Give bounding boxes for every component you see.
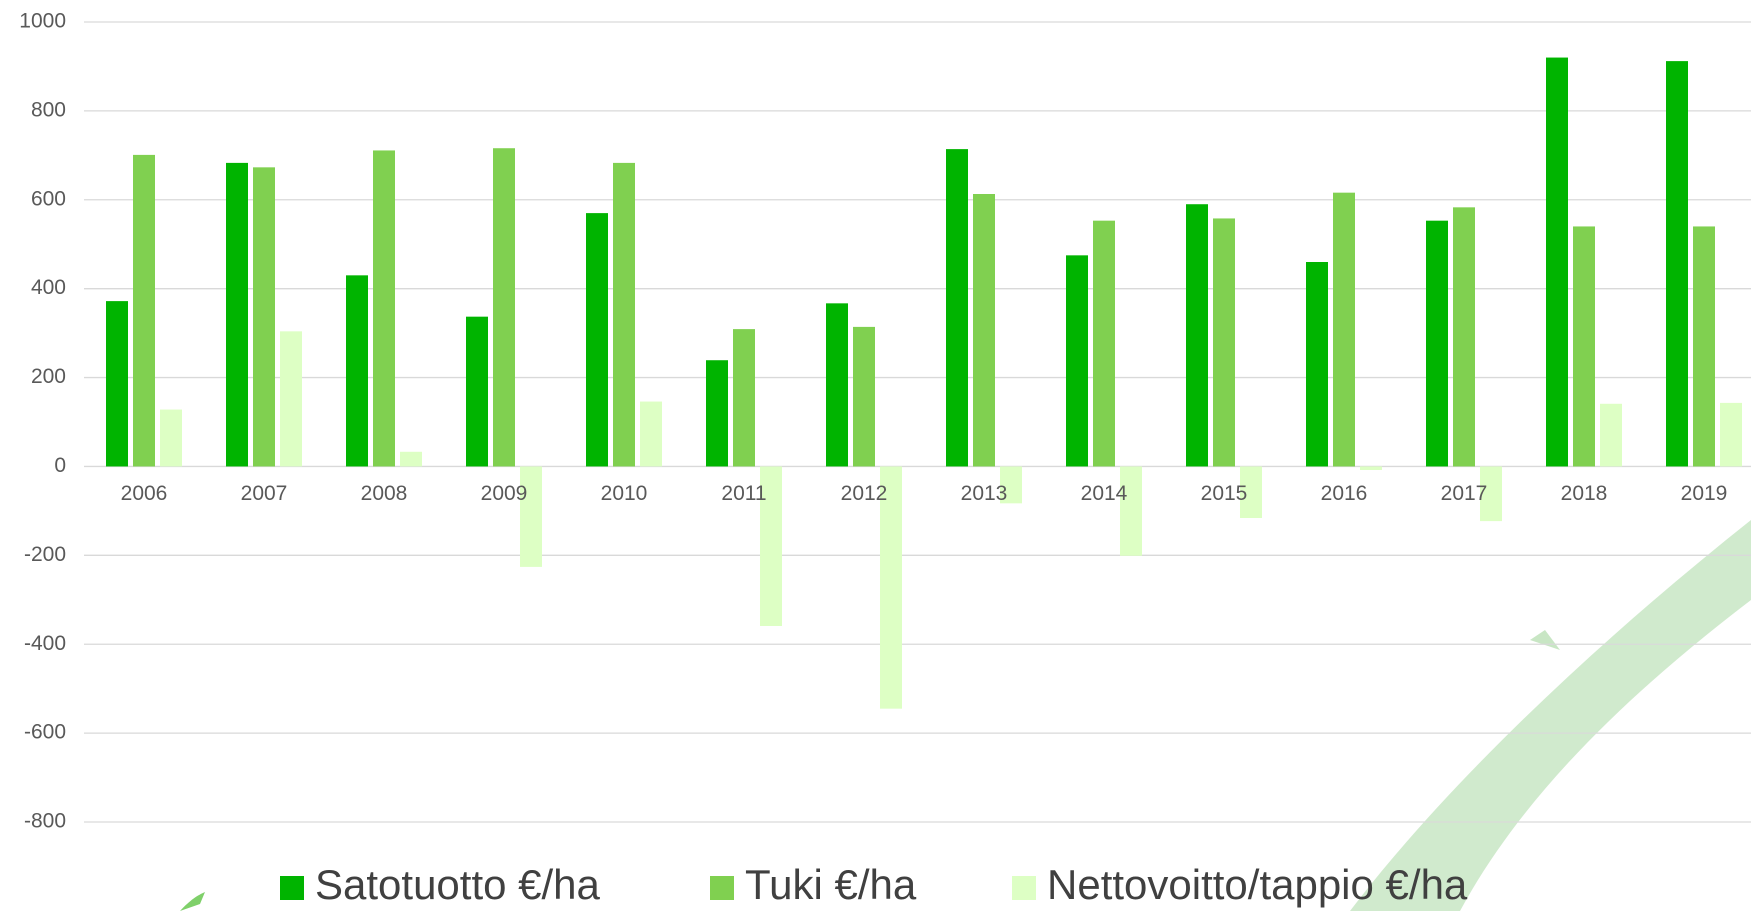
bar [1546,58,1568,467]
bar [1720,403,1742,467]
bar [1453,207,1475,466]
x-tick-label: 2015 [1201,482,1248,505]
bar [973,194,995,466]
bar [1093,221,1115,467]
bar [613,163,635,467]
x-tick-label: 2008 [361,482,408,505]
bar [586,213,608,466]
x-tick-label: 2006 [121,482,168,505]
bar [106,301,128,466]
x-tick-label: 2010 [601,482,648,505]
legend-swatch [280,876,304,900]
x-tick-label: 2011 [721,482,766,505]
background-swoosh [180,892,205,911]
bar [1333,193,1355,467]
bar [253,167,275,466]
bar [1186,204,1208,466]
x-tick-label: 2012 [841,482,888,505]
y-tick-label: 800 [31,98,66,121]
chart: -800 -600 -400 -200 0 200 400 600 800 1000 2006 200… [0,0,1751,911]
y-tick-label: 600 [31,187,66,210]
bar [640,402,662,467]
bar [733,329,755,466]
legend-swatch [1012,876,1036,900]
bar [466,317,488,467]
bar [1120,466,1142,555]
bar [160,410,182,467]
bar [1360,466,1382,470]
bar [346,275,368,466]
y-tick-label: 400 [31,276,66,299]
bar [1426,221,1448,467]
y-tick-label: -800 [24,810,66,833]
legend-swatch [710,876,734,900]
bar [826,303,848,466]
bar [373,150,395,466]
bars [106,58,1742,709]
y-tick-label: 1000 [19,10,66,33]
bar [1600,404,1622,467]
x-tick-label: 2014 [1081,482,1128,505]
legend-label: Tuki €/ha [745,861,917,908]
y-tick-label: 200 [31,365,66,388]
bar [1693,226,1715,466]
bar [493,148,515,466]
x-tick-label: 2017 [1441,482,1488,505]
bar [1213,218,1235,466]
x-tick-label: 2016 [1321,482,1368,505]
y-tick-label: -400 [24,632,66,655]
background-swoosh [1530,630,1560,650]
bar [946,149,968,466]
x-tick-label: 2018 [1561,482,1608,505]
x-tick-label: 2009 [481,482,528,505]
x-tick-label: 2007 [241,482,288,505]
y-tick-label: -200 [24,543,66,566]
bar [1666,61,1688,466]
bar [853,327,875,467]
bar [1306,262,1328,466]
background-swoosh [1350,520,1751,911]
y-tick-label: 0 [54,454,66,477]
bar [226,163,248,467]
y-tick-label: -600 [24,721,66,744]
bar [706,360,728,466]
bar [400,452,422,467]
bar [1573,226,1595,466]
legend-label: Nettovoitto/tappio €/ha [1047,861,1468,908]
bar [280,331,302,466]
grid [84,22,1751,822]
x-tick-label: 2013 [961,482,1008,505]
bar [1066,255,1088,466]
bar [133,155,155,467]
legend-label: Satotuotto €/ha [315,861,601,908]
x-tick-label: 2019 [1681,482,1728,505]
